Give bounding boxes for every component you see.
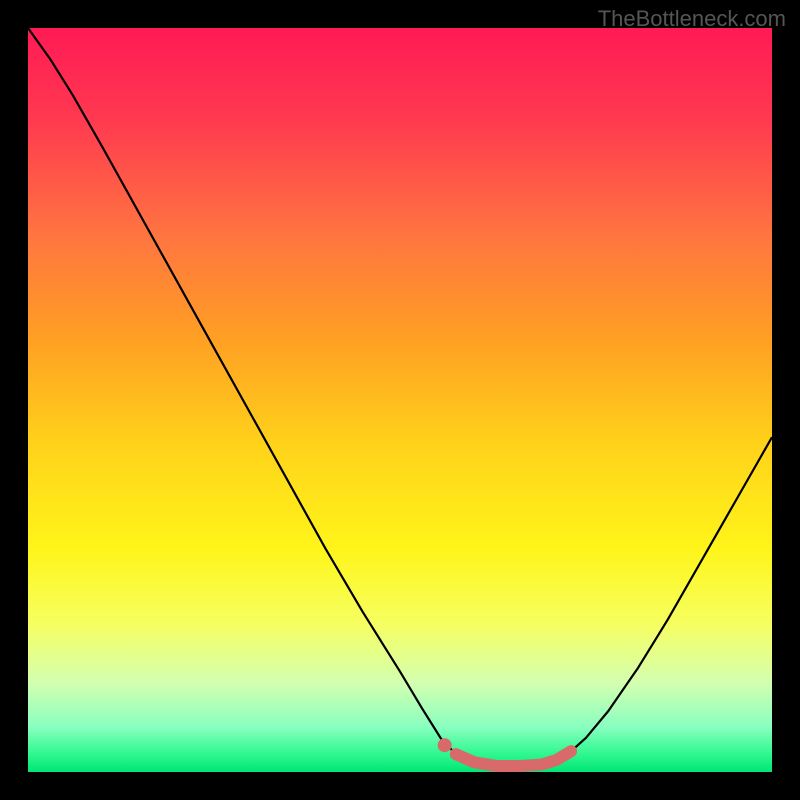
- plot-area: [28, 28, 772, 772]
- gradient-background: [28, 28, 772, 772]
- marker-dot: [438, 738, 452, 752]
- chart-container: TheBottleneck.com: [0, 0, 800, 800]
- chart-svg: [28, 28, 772, 772]
